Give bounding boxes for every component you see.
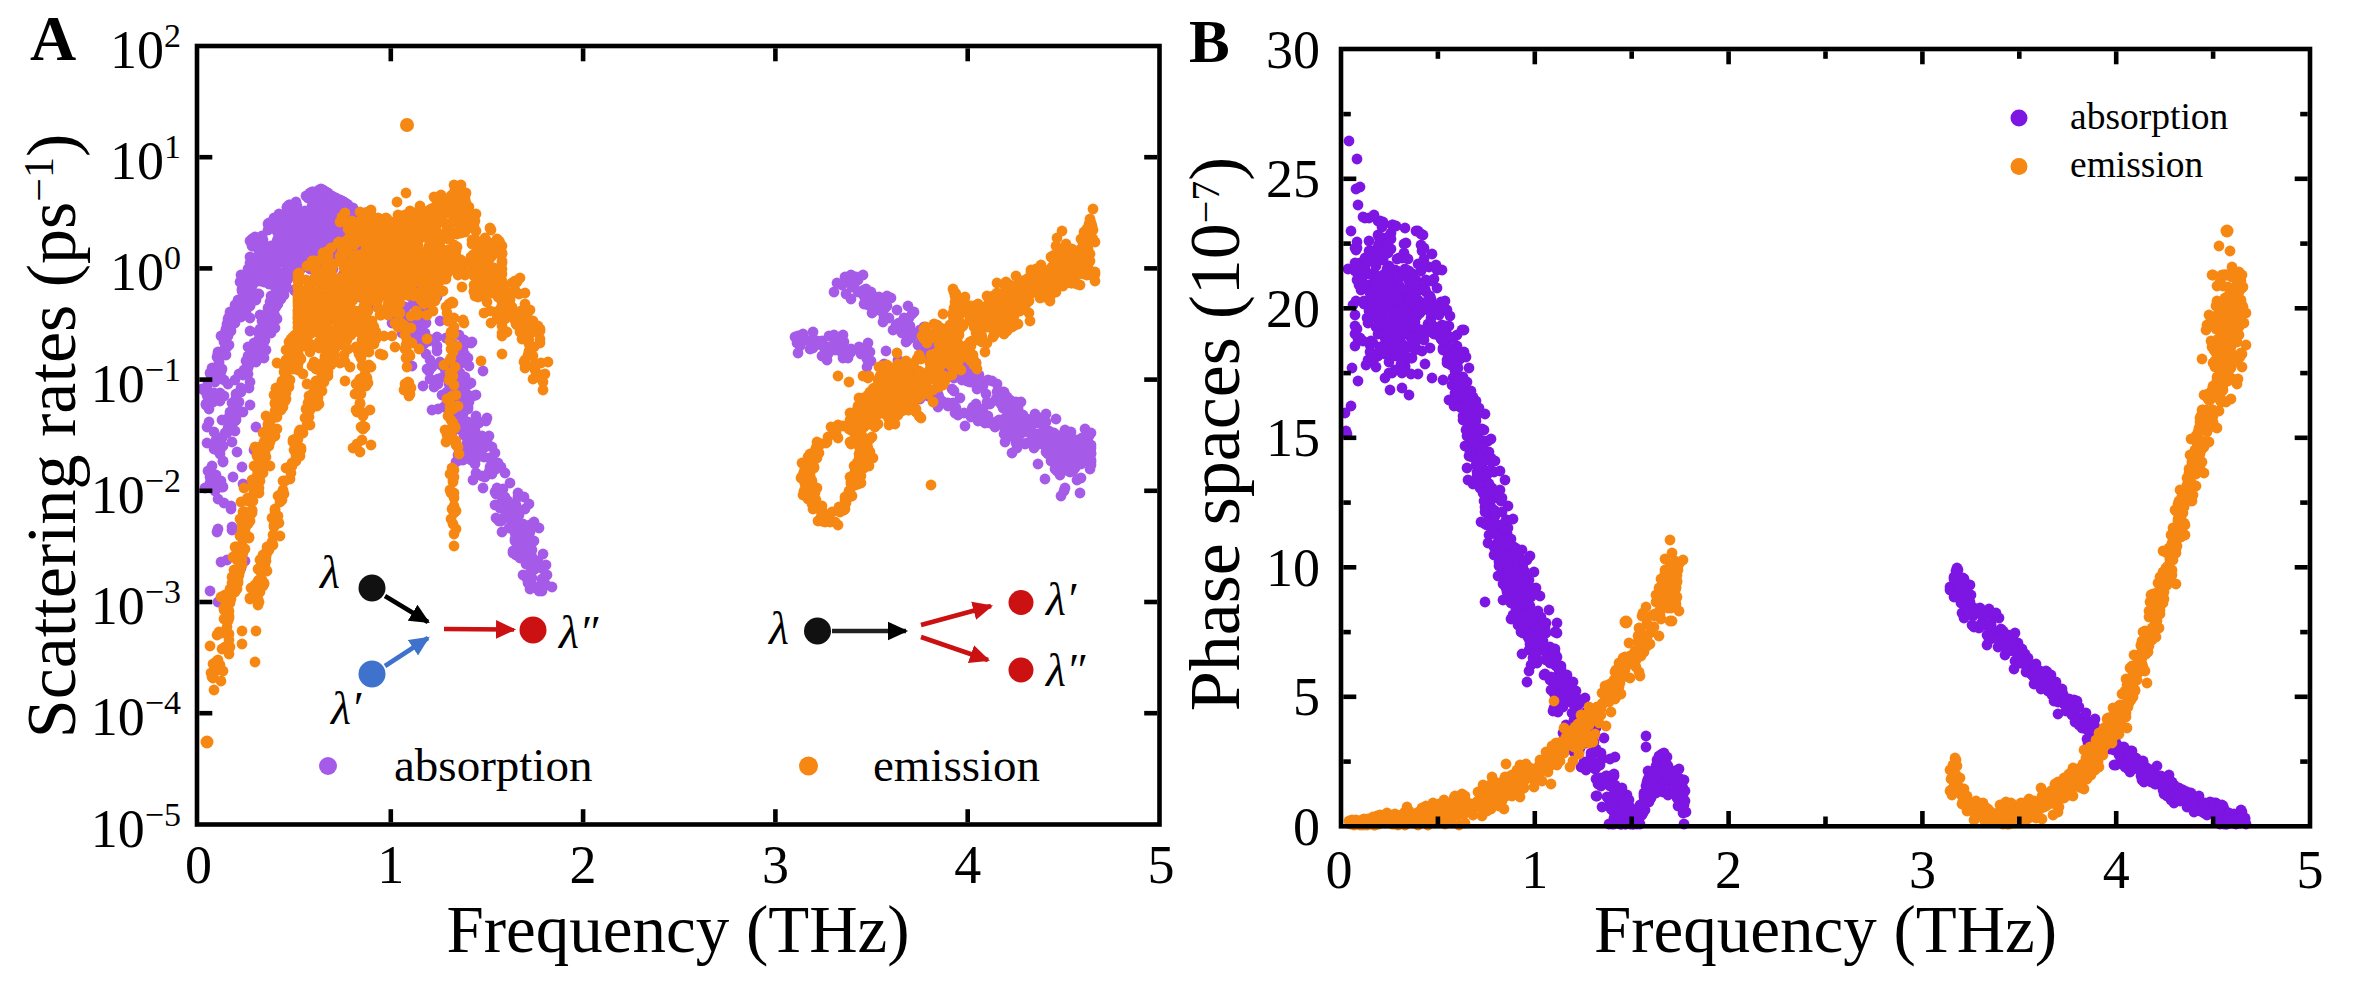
svg-text:emission: emission bbox=[873, 739, 1040, 791]
svg-text:25: 25 bbox=[1266, 149, 1320, 209]
svg-text:20: 20 bbox=[1266, 279, 1320, 339]
svg-text:λ′: λ′ bbox=[1044, 574, 1077, 625]
svg-text:100: 100 bbox=[110, 239, 181, 302]
svg-text:3: 3 bbox=[762, 835, 789, 895]
svg-text:absorption: absorption bbox=[2070, 96, 2229, 137]
svg-text:λ″: λ″ bbox=[557, 607, 599, 658]
svg-text:4: 4 bbox=[2103, 840, 2130, 900]
svg-text:10−2: 10−2 bbox=[91, 462, 181, 525]
svg-text:10−4: 10−4 bbox=[91, 684, 181, 747]
svg-text:λ″: λ″ bbox=[1044, 645, 1086, 696]
svg-text:λ: λ bbox=[767, 603, 789, 654]
svg-text:5: 5 bbox=[1148, 835, 1175, 895]
svg-text:0: 0 bbox=[1326, 840, 1353, 900]
svg-text:30: 30 bbox=[1266, 20, 1320, 80]
svg-text:10: 10 bbox=[1266, 538, 1320, 598]
svg-text:A: A bbox=[30, 3, 76, 74]
svg-text:15: 15 bbox=[1266, 408, 1320, 468]
svg-text:Frequency (THz): Frequency (THz) bbox=[446, 892, 909, 967]
svg-text:0: 0 bbox=[1293, 797, 1320, 857]
svg-text:emission: emission bbox=[2070, 144, 2204, 185]
svg-text:10−3: 10−3 bbox=[91, 573, 181, 636]
svg-text:λ: λ bbox=[318, 547, 340, 598]
svg-text:10−1: 10−1 bbox=[91, 351, 181, 414]
svg-text:0: 0 bbox=[185, 835, 212, 895]
svg-text:1: 1 bbox=[1521, 840, 1548, 900]
svg-text:1: 1 bbox=[377, 835, 404, 895]
svg-text:2: 2 bbox=[570, 835, 597, 895]
svg-text:Frequency (THz): Frequency (THz) bbox=[1594, 892, 2057, 967]
svg-text:102: 102 bbox=[110, 17, 181, 80]
svg-text:5: 5 bbox=[2297, 840, 2324, 900]
svg-text:101: 101 bbox=[110, 128, 181, 191]
svg-text:5: 5 bbox=[1293, 667, 1320, 727]
svg-text:λ′: λ′ bbox=[329, 683, 362, 734]
svg-text:4: 4 bbox=[954, 835, 981, 895]
svg-text:Scattering rates (ps−1): Scattering rates (ps−1) bbox=[13, 134, 90, 738]
svg-text:Phase spaces (10−7): Phase spaces (10−7) bbox=[1175, 157, 1255, 711]
svg-text:absorption: absorption bbox=[394, 739, 592, 791]
svg-text:B: B bbox=[1189, 8, 1230, 75]
svg-text:10−5: 10−5 bbox=[91, 796, 181, 859]
